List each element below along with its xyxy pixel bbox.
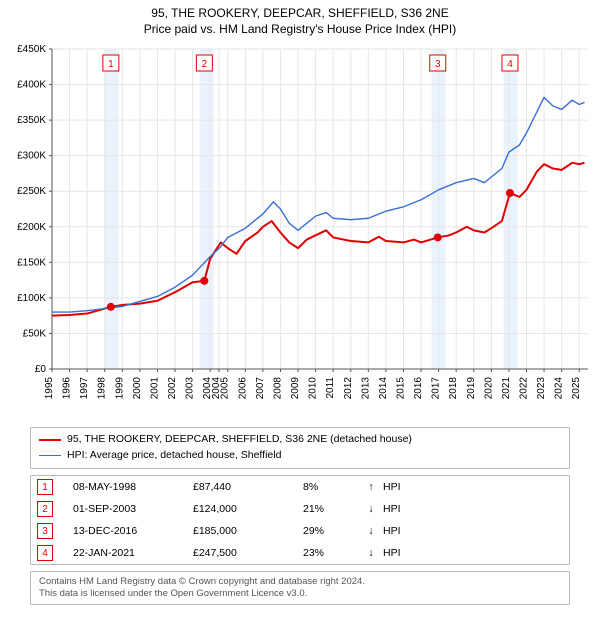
svg-text:£450K: £450K [17, 44, 46, 55]
svg-text:2009: 2009 [290, 377, 301, 400]
svg-text:3: 3 [435, 59, 441, 70]
svg-text:2019: 2019 [466, 377, 477, 400]
svg-text:2021: 2021 [501, 377, 512, 400]
svg-text:2011: 2011 [325, 377, 336, 399]
arrow-icon: ↓ [361, 525, 381, 537]
svg-text:2012: 2012 [343, 377, 354, 400]
svg-text:2006: 2006 [237, 377, 248, 400]
svg-text:2005: 2005 [220, 377, 231, 400]
svg-text:2013: 2013 [360, 377, 371, 400]
svg-text:2001: 2001 [149, 377, 160, 400]
svg-text:2002: 2002 [167, 377, 178, 400]
event-date: 13-DEC-2016 [71, 525, 191, 537]
svg-text:2025: 2025 [571, 377, 582, 400]
table-row: 3 13-DEC-2016£185,00029%↓HPI [31, 520, 569, 542]
svg-text:2003: 2003 [185, 377, 196, 400]
event-date: 08-MAY-1998 [71, 481, 191, 493]
svg-text:2008: 2008 [272, 377, 283, 400]
event-date: 01-SEP-2003 [71, 503, 191, 515]
footer-line-1: Contains HM Land Registry data © Crown c… [39, 576, 561, 588]
svg-text:2016: 2016 [413, 377, 424, 400]
event-pct: 8% [301, 481, 361, 493]
chart-container: £0 £50K £100K £150K £200K £250K £300K £350K £400… [0, 41, 600, 421]
event-pct: 29% [301, 525, 361, 537]
svg-text:2010: 2010 [308, 377, 319, 400]
footer-attribution: Contains HM Land Registry data © Crown c… [30, 571, 570, 606]
chart-title-block: 95, THE ROOKERY, DEEPCAR, SHEFFIELD, S36… [0, 0, 600, 41]
svg-text:1995: 1995 [44, 377, 55, 400]
svg-text:4: 4 [507, 59, 513, 70]
event-pct: 21% [301, 503, 361, 515]
legend-swatch-red [39, 439, 61, 441]
arrow-icon: ↓ [361, 503, 381, 515]
svg-text:2022: 2022 [518, 377, 529, 400]
svg-text:£250K: £250K [17, 186, 46, 197]
svg-text:£300K: £300K [17, 151, 46, 162]
legend-swatch-blue [39, 455, 61, 456]
legend-item-hpi: HPI: Average price, detached house, Shef… [39, 448, 561, 464]
marker-number: 1 [37, 479, 53, 495]
title-line-1: 95, THE ROOKERY, DEEPCAR, SHEFFIELD, S36… [0, 6, 600, 22]
title-line-2: Price paid vs. HM Land Registry's House … [0, 22, 600, 38]
svg-text:1997: 1997 [79, 377, 90, 400]
svg-text:£350K: £350K [17, 115, 46, 126]
event-ref: HPI [381, 525, 421, 537]
svg-text:1998: 1998 [97, 377, 108, 400]
event-price: £247,500 [191, 547, 301, 559]
svg-text:£150K: £150K [17, 258, 46, 269]
svg-text:£50K: £50K [23, 329, 47, 340]
footer-line-2: This data is licensed under the Open Gov… [39, 588, 561, 600]
svg-text:1999: 1999 [114, 377, 125, 400]
marker-number: 4 [37, 545, 53, 561]
legend-label: 95, THE ROOKERY, DEEPCAR, SHEFFIELD, S36… [67, 432, 412, 448]
table-row: 4 22-JAN-2021£247,50023%↓HPI [31, 542, 569, 564]
marker-number: 3 [37, 523, 53, 539]
marker-number: 2 [37, 501, 53, 517]
arrow-icon: ↑ [361, 481, 381, 493]
event-price: £124,000 [191, 503, 301, 515]
legend-label: HPI: Average price, detached house, Shef… [67, 448, 281, 464]
legend: 95, THE ROOKERY, DEEPCAR, SHEFFIELD, S36… [30, 427, 570, 469]
svg-text:2: 2 [202, 59, 208, 70]
svg-text:1: 1 [108, 59, 114, 70]
event-pct: 23% [301, 547, 361, 559]
svg-text:1996: 1996 [62, 377, 73, 400]
svg-text:£400K: £400K [17, 80, 46, 91]
table-row: 2 01-SEP-2003£124,00021%↓HPI [31, 498, 569, 520]
arrow-icon: ↓ [361, 547, 381, 559]
table-row: 1 08-MAY-1998£87,4408%↑HPI [31, 476, 569, 498]
line-chart: £0 £50K £100K £150K £200K £250K £300K £350K £400… [0, 41, 600, 421]
event-date: 22-JAN-2021 [71, 547, 191, 559]
event-ref: HPI [381, 481, 421, 493]
svg-text:2024: 2024 [554, 377, 565, 400]
svg-text:£100K: £100K [17, 293, 46, 304]
svg-text:2023: 2023 [536, 377, 547, 400]
event-ref: HPI [381, 503, 421, 515]
svg-text:2007: 2007 [255, 377, 266, 400]
event-ref: HPI [381, 547, 421, 559]
svg-text:£0: £0 [35, 364, 47, 375]
event-price: £185,000 [191, 525, 301, 537]
legend-item-price-paid: 95, THE ROOKERY, DEEPCAR, SHEFFIELD, S36… [39, 432, 561, 448]
svg-text:£200K: £200K [17, 222, 46, 233]
svg-text:2018: 2018 [448, 377, 459, 400]
svg-text:2017: 2017 [431, 377, 442, 400]
svg-text:2000: 2000 [132, 377, 143, 400]
svg-text:2020: 2020 [483, 377, 494, 400]
event-price: £87,440 [191, 481, 301, 493]
price-events-table: 108-MAY-1998£87,4408%↑HPI201-SEP-2003£12… [30, 475, 570, 565]
svg-text:2015: 2015 [395, 377, 406, 400]
svg-text:2014: 2014 [378, 377, 389, 400]
